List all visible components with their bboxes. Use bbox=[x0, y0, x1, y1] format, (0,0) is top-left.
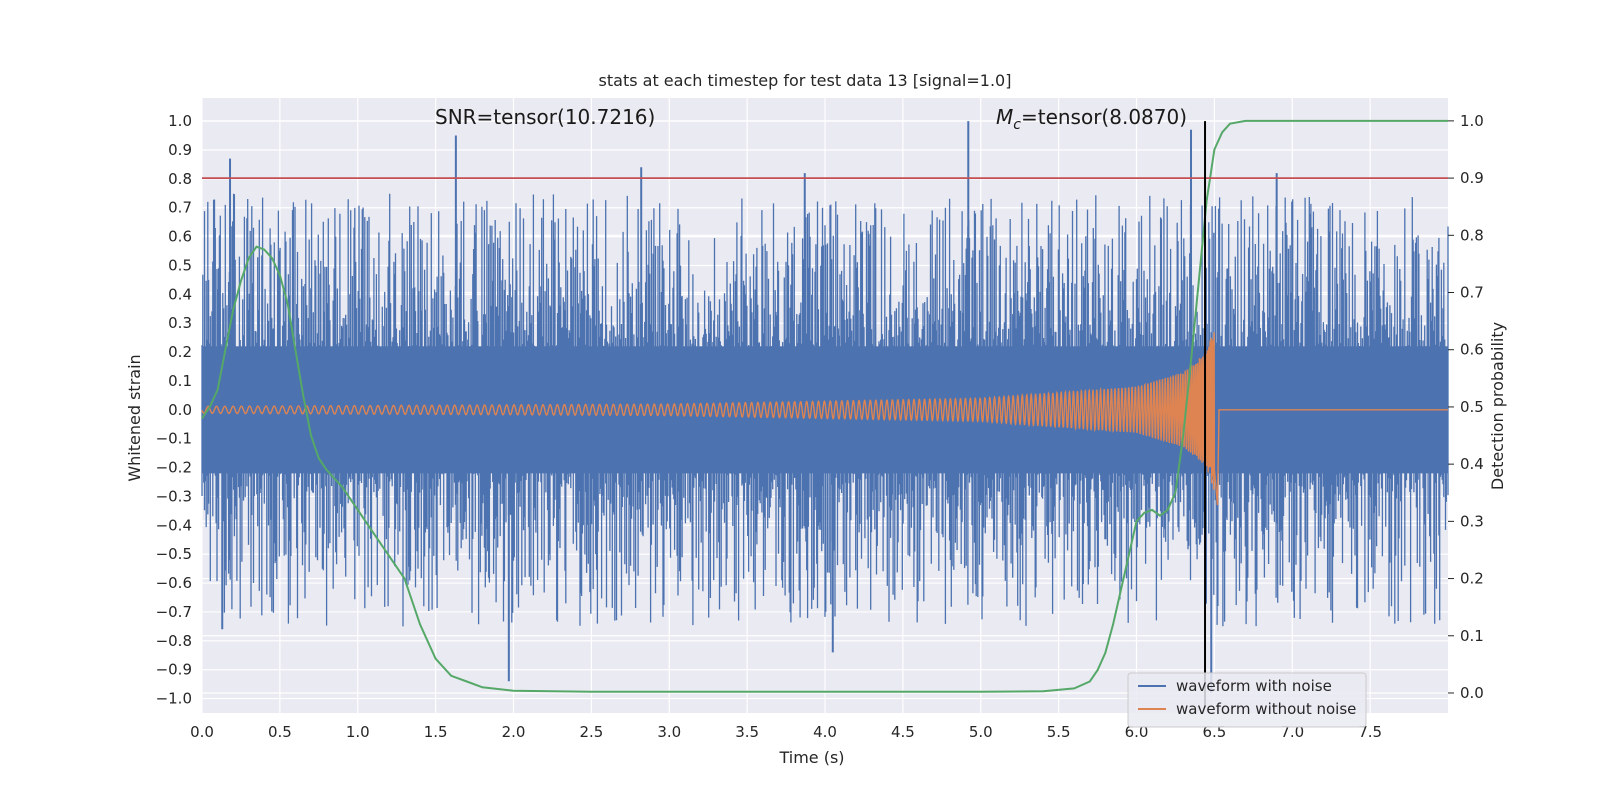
legend-box bbox=[1127, 672, 1367, 728]
annotation-mc-subscript: c bbox=[1013, 117, 1021, 133]
y-axis-ticks: 1.0 0.9 0.8 0.7 0.6 0.5 0.4 0.3 0.2 0.1 0.0 −0.1 −0.… bbox=[156, 112, 192, 707]
y-tick-label: 0.0 bbox=[168, 401, 192, 419]
y-tick-label: 1.0 bbox=[168, 112, 192, 130]
x-tick-label: 3.5 bbox=[735, 723, 759, 741]
x-tick-label: 0.0 bbox=[190, 723, 214, 741]
x-axis-ticks: 0.0 0.5 1.0 1.5 2.0 2.5 3.0 3.5 4.0 4.5 5.0 5.5 6.0 6… bbox=[190, 723, 1382, 741]
y2-tick-label: 0.3 bbox=[1460, 512, 1484, 530]
y2-tick-label: 0.1 bbox=[1460, 627, 1484, 645]
y-tick-label: 0.6 bbox=[168, 228, 192, 246]
y-tick-label: 0.5 bbox=[168, 256, 192, 274]
y-tick-label: −0.1 bbox=[156, 430, 192, 448]
y-tick-label: −0.4 bbox=[156, 516, 192, 534]
y2-tick-label: 0.0 bbox=[1460, 684, 1484, 702]
legend-label-noise: waveform with noise bbox=[1176, 677, 1332, 695]
annotation-mc: Mc=tensor(8.0870) bbox=[996, 105, 1187, 133]
y2-tick-label: 1.0 bbox=[1460, 112, 1484, 130]
y-tick-label: −1.0 bbox=[156, 690, 192, 708]
y-tick-label: 0.3 bbox=[168, 314, 192, 332]
legend: waveform with noise waveform without noi… bbox=[1127, 672, 1367, 728]
clean-trace bbox=[201, 332, 1448, 506]
y-tick-label: −0.2 bbox=[156, 459, 192, 477]
annotations: SNR=tensor(10.7216) Mc=tensor(8.0870) bbox=[435, 105, 1187, 133]
legend-label-clean: waveform without noise bbox=[1176, 700, 1356, 718]
y2-axis-ticks: 1.0 0.9 0.8 0.7 0.6 0.5 0.4 0.3 0.2 0.1 0.0 bbox=[1448, 112, 1484, 702]
y2-tick-label: 0.2 bbox=[1460, 570, 1484, 588]
y2-tick-label: 0.4 bbox=[1460, 455, 1484, 473]
y2-axis-label: Detection probability bbox=[1488, 322, 1507, 490]
y-tick-label: 0.8 bbox=[168, 170, 192, 188]
x-tick-label: 7.5 bbox=[1358, 723, 1382, 741]
y-axis-label: Whitened strain bbox=[125, 354, 144, 481]
x-tick-label: 1.0 bbox=[346, 723, 370, 741]
y-tick-label: −0.7 bbox=[156, 603, 192, 621]
y2-tick-label: 0.7 bbox=[1460, 284, 1484, 302]
y-tick-label: 0.4 bbox=[168, 285, 192, 303]
x-tick-label: 5.5 bbox=[1047, 723, 1071, 741]
annotation-mc-symbol: M bbox=[996, 105, 1013, 129]
series-waveform-without-noise bbox=[201, 332, 1448, 506]
y-tick-label: −0.6 bbox=[156, 574, 192, 592]
y2-tick-label: 0.6 bbox=[1460, 341, 1484, 359]
y-tick-label: −0.5 bbox=[156, 545, 192, 563]
x-tick-label: 4.0 bbox=[813, 723, 837, 741]
x-tick-label: 5.0 bbox=[969, 723, 993, 741]
probability-trace bbox=[201, 119, 1448, 693]
x-tick-label: 3.0 bbox=[657, 723, 681, 741]
y-tick-label: −0.3 bbox=[156, 487, 192, 505]
x-axis-label: Time (s) bbox=[778, 748, 844, 767]
x-tick-label: 0.5 bbox=[268, 723, 292, 741]
x-tick-label: 2.5 bbox=[579, 723, 603, 741]
y-tick-label: −0.9 bbox=[156, 661, 192, 679]
x-tick-label: 1.5 bbox=[424, 723, 448, 741]
series-detection-probability bbox=[201, 119, 1448, 693]
y2-tick-label: 0.8 bbox=[1460, 226, 1484, 244]
y-tick-label: 0.2 bbox=[168, 343, 192, 361]
annotation-snr: SNR=tensor(10.7216) bbox=[435, 105, 655, 129]
x-tick-label: 4.5 bbox=[891, 723, 915, 741]
x-tick-label: 2.0 bbox=[502, 723, 526, 741]
y-tick-label: 0.9 bbox=[168, 141, 192, 159]
y2-tick-label: 0.5 bbox=[1460, 398, 1484, 416]
y-tick-label: 0.1 bbox=[168, 372, 192, 390]
y2-tick-label: 0.9 bbox=[1460, 169, 1484, 187]
y-tick-label: −0.8 bbox=[156, 632, 192, 650]
chart-title: stats at each timestep for test data 13 … bbox=[599, 71, 1012, 90]
y-tick-label: 0.7 bbox=[168, 199, 192, 217]
annotation-mc-value: =tensor(8.0870) bbox=[1021, 105, 1187, 129]
